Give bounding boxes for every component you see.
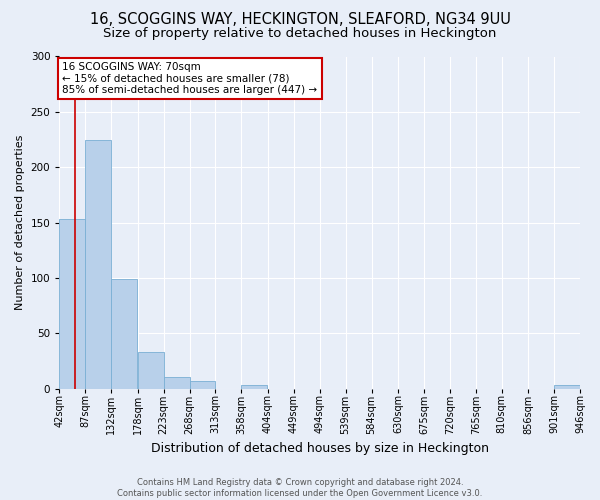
Bar bbox=[111, 279, 137, 388]
Bar bbox=[554, 386, 580, 388]
Bar bbox=[164, 376, 190, 388]
Bar bbox=[190, 381, 215, 388]
Bar bbox=[137, 352, 164, 389]
Y-axis label: Number of detached properties: Number of detached properties bbox=[15, 135, 25, 310]
Bar bbox=[241, 386, 267, 388]
Text: 16, SCOGGINS WAY, HECKINGTON, SLEAFORD, NG34 9UU: 16, SCOGGINS WAY, HECKINGTON, SLEAFORD, … bbox=[89, 12, 511, 28]
Text: Contains HM Land Registry data © Crown copyright and database right 2024.
Contai: Contains HM Land Registry data © Crown c… bbox=[118, 478, 482, 498]
Bar bbox=[59, 220, 85, 388]
Text: 16 SCOGGINS WAY: 70sqm
← 15% of detached houses are smaller (78)
85% of semi-det: 16 SCOGGINS WAY: 70sqm ← 15% of detached… bbox=[62, 62, 317, 95]
X-axis label: Distribution of detached houses by size in Heckington: Distribution of detached houses by size … bbox=[151, 442, 488, 455]
Text: Size of property relative to detached houses in Heckington: Size of property relative to detached ho… bbox=[103, 28, 497, 40]
Bar bbox=[85, 140, 111, 388]
